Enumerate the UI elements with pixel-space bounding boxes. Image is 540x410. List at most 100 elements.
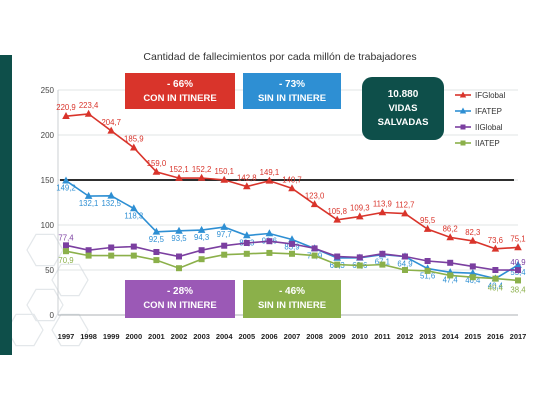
data-label-IIATEP: 70,9: [58, 256, 73, 265]
data-point-IIGlobal: [356, 254, 363, 261]
data-label-IFATEP: 97,7: [217, 230, 232, 239]
legend-marker: [460, 124, 466, 130]
data-point-IIATEP: [334, 261, 341, 268]
data-point-IFGlobal: [356, 212, 364, 220]
data-point-IIGlobal: [176, 253, 182, 260]
x-tick-label: 2013: [419, 332, 436, 341]
data-point-IIGlobal: [85, 247, 92, 254]
x-tick-label: 2016: [487, 332, 504, 341]
data-point-IFATEP: [514, 260, 522, 268]
data-point-IIGlobal: [198, 247, 205, 254]
data-point-IIGlobal: [130, 243, 137, 250]
data-point-IFGlobal: [288, 184, 296, 192]
data-label-IFATEP: 51,6: [420, 272, 435, 281]
data-label-IFGlobal: 185,9: [124, 135, 144, 144]
hexagon-decoration: [6, 313, 44, 347]
y-tick-label: 0: [50, 311, 55, 320]
hexagon-decoration: [51, 313, 89, 347]
legend-label: IIGlobal: [475, 123, 503, 132]
data-point-IFGlobal: [152, 167, 161, 175]
data-point-IFGlobal: [243, 182, 251, 190]
data-label-IFGlobal: 112,7: [396, 201, 415, 210]
data-point-IIGlobal: [266, 238, 273, 245]
x-tick-label: 2015: [464, 332, 481, 341]
legend-label: IIATEP: [475, 139, 500, 148]
data-point-IIATEP: [221, 251, 228, 258]
data-label-IFGlobal: 204,7: [101, 118, 121, 127]
data-point-IIGlobal: [108, 244, 115, 251]
data-label-IIATEP: 38,4: [510, 285, 526, 294]
data-point-IIATEP: [492, 275, 499, 282]
data-label-IFATEP: 132,5: [101, 199, 121, 208]
x-tick-label: 2012: [397, 332, 414, 341]
data-label-IFGlobal: 75,1: [510, 234, 525, 243]
data-point-IIATEP: [63, 248, 69, 255]
data-label-IFGlobal: 109,3: [350, 204, 370, 213]
data-label-IFGlobal: 95,5: [420, 216, 436, 225]
callout-box: [243, 280, 341, 318]
data-point-IIATEP: [153, 257, 160, 264]
callout-percent: - 28%: [167, 286, 193, 297]
legend-label: IFGlobal: [475, 91, 505, 100]
y-tick-label: 50: [45, 266, 54, 275]
data-point-IIATEP: [176, 265, 182, 272]
data-label-IFGlobal: 73,6: [488, 236, 503, 245]
data-label-IFGlobal: 123,0: [305, 191, 325, 200]
data-point-IIATEP: [243, 250, 250, 257]
data-point-IIATEP: [515, 277, 521, 284]
hexagon-decoration: [51, 263, 89, 297]
data-point-IFGlobal: [378, 208, 387, 216]
data-point-IFATEP: [84, 191, 93, 199]
data-point-IIGlobal: [221, 242, 228, 249]
data-point-IFATEP: [197, 225, 206, 233]
data-label-IFATEP: 40,4: [488, 282, 504, 291]
data-point-IIATEP: [447, 272, 454, 279]
data-label-IFATEP: 46,4: [465, 276, 481, 285]
legend-marker: [459, 107, 467, 114]
x-tick-label: 1999: [103, 332, 120, 341]
data-point-IFGlobal: [197, 173, 206, 181]
hexagon-decoration: [26, 233, 64, 267]
callout-label: CON IN ITINERE: [143, 300, 216, 311]
lives-saved-badge: [362, 77, 444, 140]
data-point-IIGlobal: [153, 249, 160, 255]
data-point-IFATEP: [152, 227, 161, 235]
data-label-IFATEP: 132,1: [79, 199, 99, 208]
data-label-IFGlobal: 152,1: [169, 165, 189, 174]
data-label-IFATEP: 94,3: [194, 233, 209, 242]
data-point-IFGlobal: [175, 173, 183, 181]
data-point-IIGlobal: [379, 250, 386, 257]
x-tick-label: 2008: [306, 332, 323, 341]
data-label-IFATEP: 64,9: [397, 260, 412, 269]
data-label-IFATEP: 83,9: [284, 242, 299, 251]
data-point-IFGlobal: [84, 109, 93, 117]
data-point-IIGlobal: [447, 259, 454, 266]
data-point-IIGlobal: [334, 253, 341, 260]
x-tick-label: 2007: [284, 332, 301, 341]
x-tick-label: 2001: [148, 332, 165, 341]
x-tick-label: 1997: [58, 332, 75, 341]
y-tick-label: 100: [41, 221, 55, 230]
callout-box: [125, 73, 235, 109]
legend-marker: [460, 140, 466, 146]
data-point-IIATEP: [198, 256, 205, 263]
data-point-IFATEP: [220, 222, 228, 230]
data-label-IFGlobal: 86,2: [443, 224, 458, 233]
data-point-IIATEP: [85, 252, 92, 259]
data-point-IIATEP: [379, 261, 386, 268]
data-point-IIATEP: [469, 274, 476, 281]
data-point-IIGlobal: [289, 240, 295, 247]
data-label-IIGlobal: 40,9: [510, 258, 525, 267]
x-tick-label: 2010: [351, 332, 368, 341]
data-point-IFGlobal: [333, 215, 341, 223]
data-label-IFGlobal: 223,4: [79, 101, 99, 110]
x-tick-label: 2009: [329, 332, 346, 341]
data-label-IFATEP: 93,5: [171, 234, 187, 243]
data-point-IIGlobal: [402, 253, 408, 260]
data-label-IFGlobal: 140,7: [282, 175, 302, 184]
side-accent-bar: [0, 55, 12, 355]
data-label-IFATEP: 118,3: [124, 212, 143, 221]
data-point-IFATEP: [62, 176, 70, 184]
badge-label-line2: SALVADAS: [378, 117, 429, 128]
